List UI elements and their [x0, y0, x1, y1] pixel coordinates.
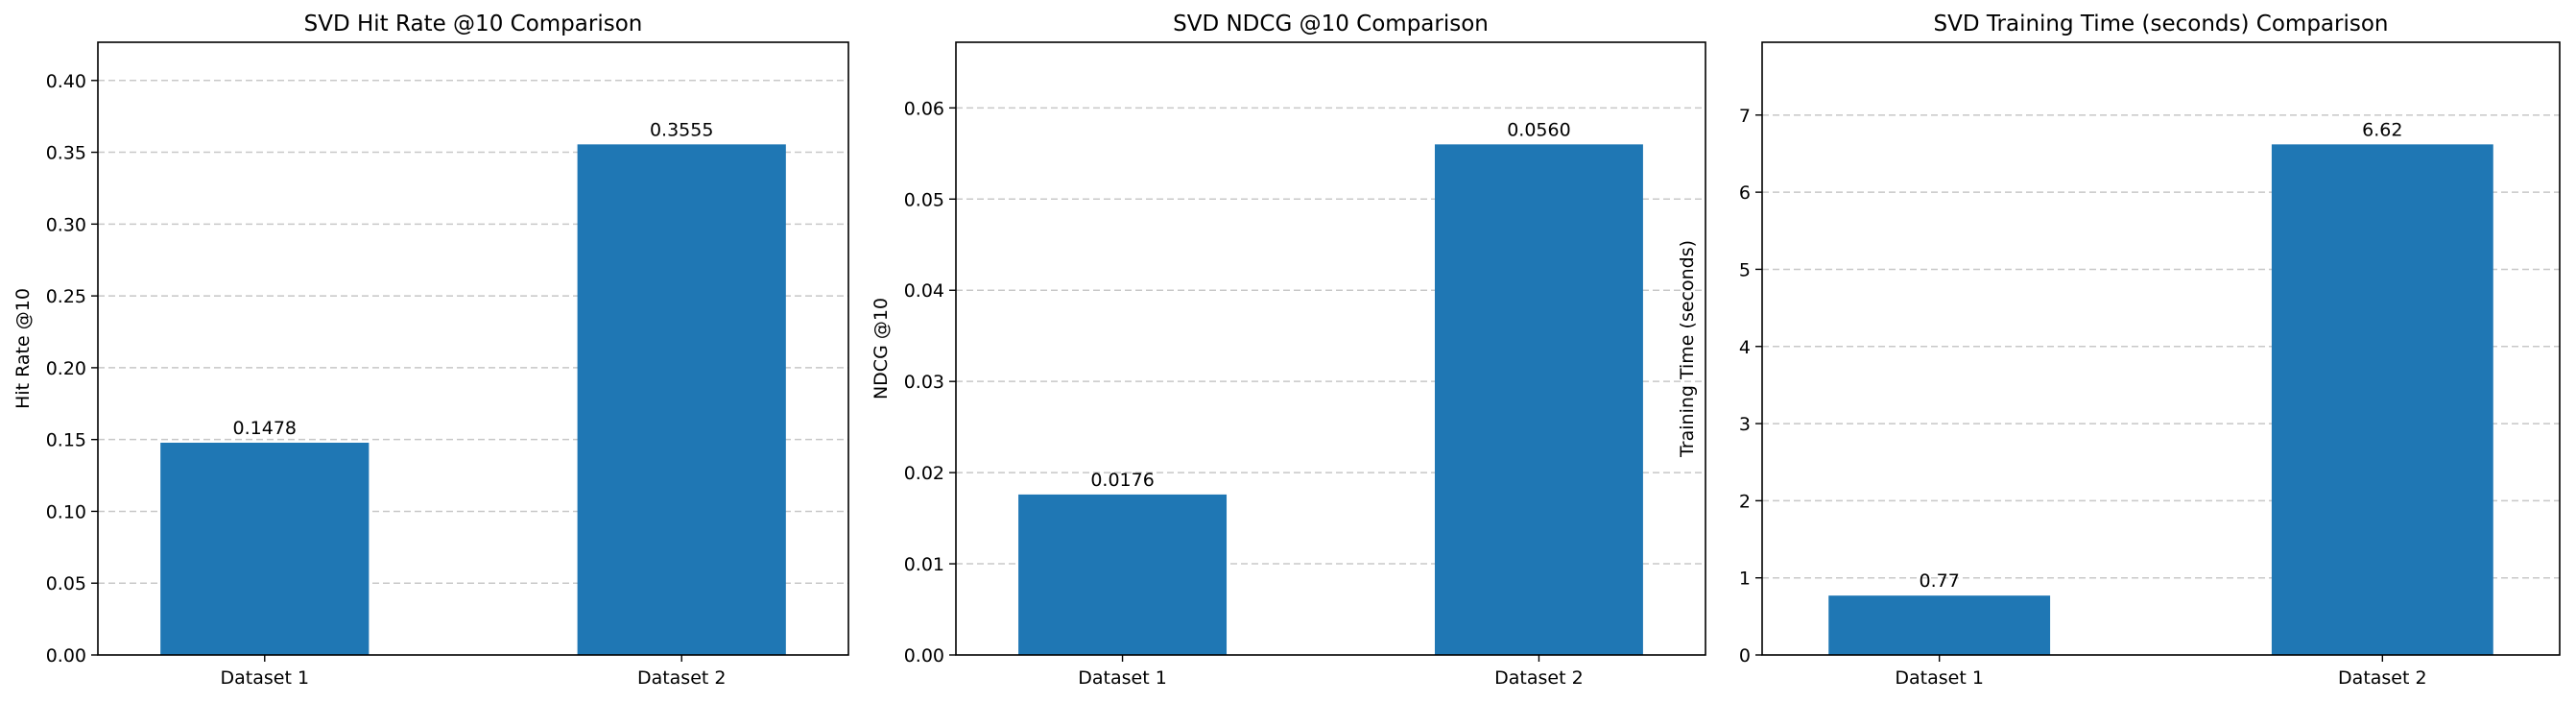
- chart-title: SVD Training Time (seconds) Comparison: [1934, 12, 2389, 36]
- y-tick-label: 0.04: [904, 280, 944, 302]
- bar-value-label: 0.3555: [650, 119, 713, 140]
- y-tick-label: 0.30: [46, 214, 86, 235]
- y-tick-label: 0.10: [46, 501, 86, 522]
- y-tick-label: 0.35: [46, 143, 86, 164]
- y-tick-label: 7: [1739, 106, 1751, 127]
- x-tick-label: Dataset 2: [637, 667, 727, 689]
- bar-value-label: 0.1478: [233, 418, 297, 439]
- bar-value-label: 0.0176: [1090, 470, 1154, 491]
- y-tick-label: 0.06: [904, 98, 944, 119]
- x-tick-label: Dataset 1: [1078, 667, 1167, 689]
- y-tick-label: 0.00: [904, 645, 944, 667]
- chart-title: SVD Hit Rate @10 Comparison: [304, 12, 643, 36]
- plot-frame: [955, 41, 1706, 656]
- y-tick-label: 4: [1739, 337, 1751, 358]
- y-tick-label: 0.20: [46, 358, 86, 379]
- bar-1: [160, 442, 370, 655]
- y-tick-label: 0.40: [46, 71, 86, 92]
- chart-panel-1: 0.1478 Dataset 1 0.3555 Dataset 2 0.00 0.05 0.…: [12, 12, 849, 689]
- y-axis-label: Hit Rate @10: [12, 288, 34, 409]
- bar-value-label: 6.62: [2362, 119, 2402, 140]
- bar-1: [1828, 595, 2051, 655]
- y-tick-label: 0: [1739, 645, 1751, 667]
- x-tick-label: Dataset 1: [1895, 667, 1984, 689]
- y-tick-label: 0.05: [904, 189, 944, 210]
- y-tick-label: 3: [1739, 414, 1751, 435]
- bar-2: [2271, 144, 2493, 656]
- y-tick-label: 0.25: [46, 286, 86, 307]
- x-tick-label: Dataset 2: [1494, 667, 1584, 689]
- plot-frame: [1761, 41, 2561, 656]
- chart-panel-2: 0.0176 Dataset 1 0.0560 Dataset 2 0.00 0.01 0.…: [871, 12, 1706, 689]
- y-tick-label: 5: [1739, 259, 1751, 280]
- y-tick-label: 0.00: [46, 645, 86, 667]
- bar-2: [1434, 144, 1643, 656]
- bar-2: [577, 144, 786, 656]
- plot-frame: [97, 41, 849, 656]
- y-axis-label: NDCG @10: [871, 298, 892, 400]
- x-tick-label: Dataset 2: [2338, 667, 2427, 689]
- y-tick-label: 0.03: [904, 372, 944, 393]
- bar-1: [1018, 494, 1228, 655]
- bar-value-label: 0.0560: [1507, 119, 1570, 140]
- chart-panel-3: 0.77 Dataset 1 6.62 Dataset 2 0 1 2 3 4 5 6 7 SVD Tr…: [1677, 12, 2561, 689]
- y-tick-label: 0.05: [46, 573, 86, 594]
- y-tick-label: 0.01: [904, 554, 944, 575]
- chart-title: SVD NDCG @10 Comparison: [1173, 12, 1489, 36]
- x-tick-label: Dataset 1: [221, 667, 310, 689]
- y-tick-label: 0.15: [46, 430, 86, 451]
- y-tick-label: 2: [1739, 491, 1751, 512]
- y-tick-label: 0.02: [904, 463, 944, 484]
- y-tick-label: 6: [1739, 182, 1751, 204]
- y-tick-label: 1: [1739, 569, 1751, 590]
- y-axis-label: Training Time (seconds): [1677, 240, 1698, 458]
- bar-value-label: 0.77: [1920, 570, 1960, 592]
